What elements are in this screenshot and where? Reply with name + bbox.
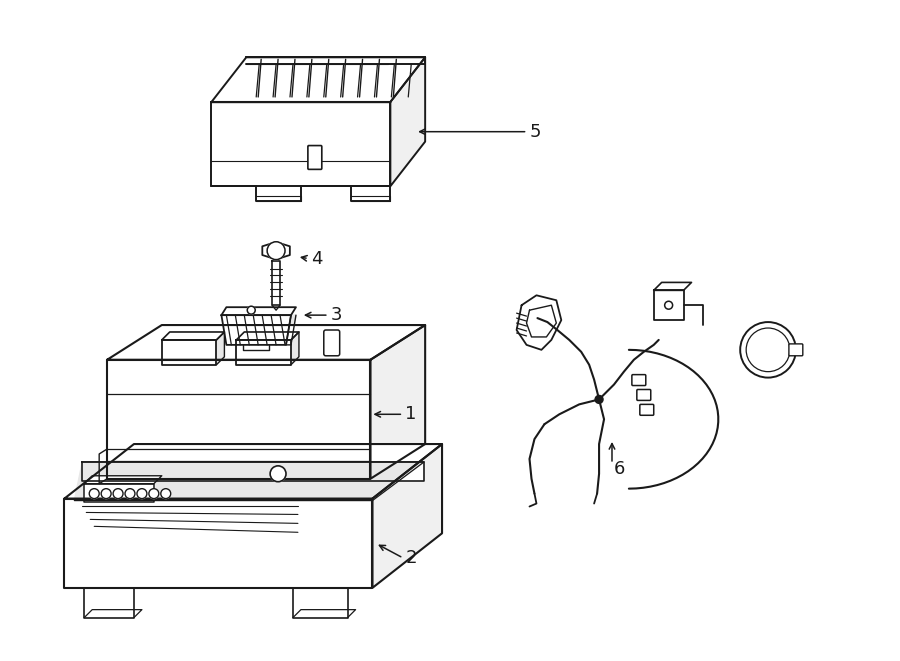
FancyBboxPatch shape <box>640 405 653 415</box>
Polygon shape <box>653 282 691 290</box>
Polygon shape <box>82 462 424 481</box>
Text: 4: 4 <box>310 250 322 268</box>
Text: 6: 6 <box>614 460 626 478</box>
Polygon shape <box>371 325 425 479</box>
Polygon shape <box>107 360 371 479</box>
Polygon shape <box>107 325 425 360</box>
Circle shape <box>137 488 147 498</box>
Polygon shape <box>653 290 683 320</box>
Polygon shape <box>262 242 290 259</box>
Circle shape <box>270 466 286 482</box>
Polygon shape <box>85 484 154 502</box>
Polygon shape <box>212 102 391 186</box>
Circle shape <box>113 488 123 498</box>
Circle shape <box>101 488 111 498</box>
Polygon shape <box>237 332 299 340</box>
Circle shape <box>248 306 256 314</box>
Polygon shape <box>391 58 425 186</box>
Polygon shape <box>99 449 107 484</box>
Circle shape <box>665 301 672 309</box>
Polygon shape <box>373 444 442 588</box>
Circle shape <box>740 322 796 377</box>
Polygon shape <box>237 340 291 365</box>
Polygon shape <box>517 295 562 350</box>
Text: 1: 1 <box>405 405 417 423</box>
Polygon shape <box>85 588 134 617</box>
Polygon shape <box>212 58 425 102</box>
Text: 2: 2 <box>405 549 417 567</box>
Text: 5: 5 <box>529 123 541 141</box>
Polygon shape <box>221 307 296 315</box>
Circle shape <box>89 488 99 498</box>
FancyBboxPatch shape <box>637 389 651 401</box>
Polygon shape <box>221 315 291 345</box>
FancyBboxPatch shape <box>308 145 322 169</box>
Polygon shape <box>162 340 217 365</box>
Polygon shape <box>247 58 425 64</box>
Polygon shape <box>162 332 224 340</box>
Circle shape <box>161 488 171 498</box>
Circle shape <box>148 488 158 498</box>
Polygon shape <box>293 588 347 617</box>
Polygon shape <box>286 315 296 345</box>
Circle shape <box>746 328 790 371</box>
Polygon shape <box>75 462 424 500</box>
Circle shape <box>267 242 285 260</box>
Polygon shape <box>526 305 556 337</box>
Polygon shape <box>293 609 356 617</box>
Polygon shape <box>85 476 162 484</box>
FancyBboxPatch shape <box>324 330 339 356</box>
Polygon shape <box>291 332 299 365</box>
Polygon shape <box>217 332 224 365</box>
FancyBboxPatch shape <box>789 344 803 356</box>
Polygon shape <box>85 609 142 617</box>
Polygon shape <box>272 260 280 305</box>
Polygon shape <box>65 498 373 588</box>
Text: 3: 3 <box>330 306 342 324</box>
Circle shape <box>125 488 135 498</box>
FancyBboxPatch shape <box>632 375 646 385</box>
Circle shape <box>595 395 603 403</box>
Polygon shape <box>65 444 442 498</box>
